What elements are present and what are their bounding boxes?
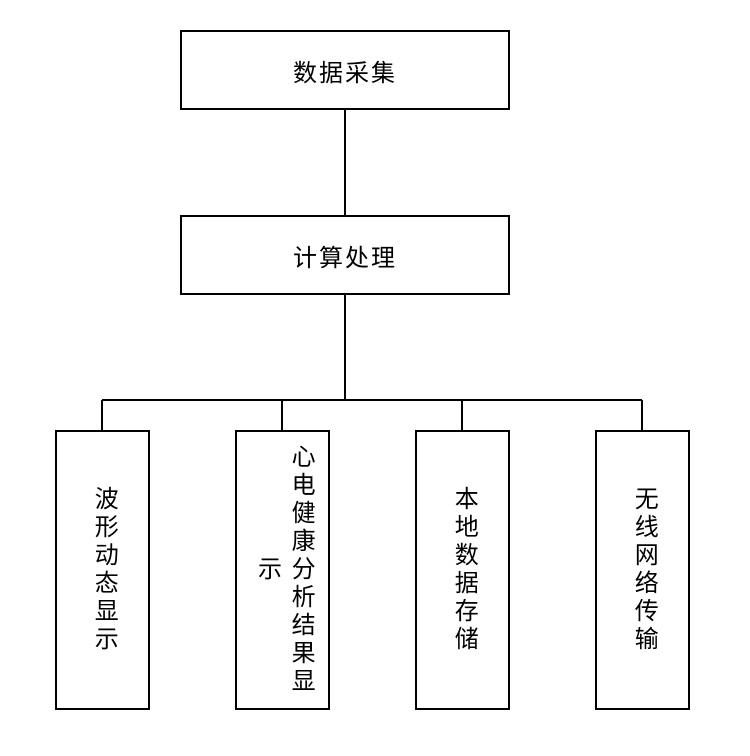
node-label: 心电健康分析结果显示 [249, 432, 316, 708]
node-label: 本地数据存储 [446, 486, 480, 654]
node-compute-process: 计算处理 [180, 215, 510, 295]
node-label: 波形动态显示 [86, 486, 120, 654]
node-label: 无线网络传输 [626, 486, 660, 654]
node-data-collection: 数据采集 [180, 30, 510, 110]
node-ecg-analysis-display: 心电健康分析结果显示 [235, 430, 330, 710]
node-wireless-transmission: 无线网络传输 [595, 430, 690, 710]
node-waveform-display: 波形动态显示 [55, 430, 150, 710]
node-local-storage: 本地数据存储 [415, 430, 510, 710]
node-label: 计算处理 [293, 238, 397, 273]
node-label: 数据采集 [293, 53, 397, 88]
